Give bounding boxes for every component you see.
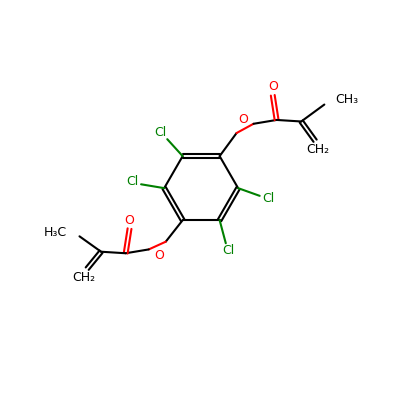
Text: Cl: Cl <box>126 176 139 188</box>
Text: Cl: Cl <box>223 244 235 258</box>
Text: H₃C: H₃C <box>43 226 66 239</box>
Text: Cl: Cl <box>262 192 274 205</box>
Text: Cl: Cl <box>154 126 166 139</box>
Text: O: O <box>124 214 134 227</box>
Text: CH₂: CH₂ <box>306 144 329 156</box>
Text: CH₃: CH₃ <box>335 93 358 106</box>
Text: O: O <box>238 113 248 126</box>
Text: O: O <box>155 249 164 262</box>
Text: CH₂: CH₂ <box>72 271 96 284</box>
Text: O: O <box>268 80 278 93</box>
